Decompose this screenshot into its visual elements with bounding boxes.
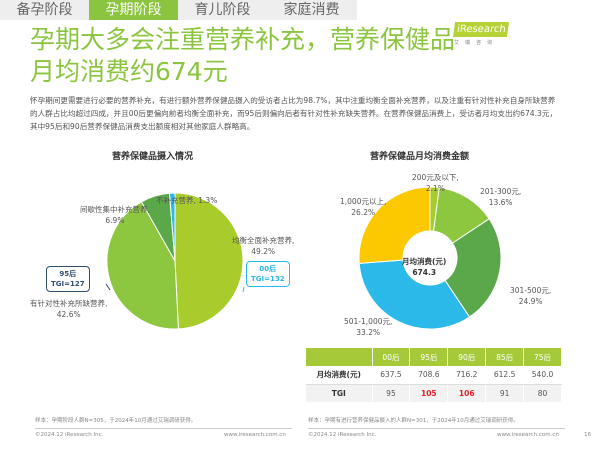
iresearch-logo: iResearch 艾瑞咨询	[450, 22, 512, 52]
pie-slice-1	[106, 201, 179, 330]
tgi-table: 00后 95后 90后 85后 75后 月均消费(元) 637.5 708.6 716.2 61…	[306, 348, 562, 402]
divider	[35, 428, 292, 429]
donut-slice-4	[358, 186, 431, 264]
logo-sub: 艾瑞咨询	[454, 40, 499, 46]
label-slice-2: 间歇性集中补充营养, 6.9%	[80, 205, 150, 225]
callout-95: 95后 TGI=127	[46, 266, 90, 292]
pie-slice-3	[168, 192, 176, 262]
divider	[308, 428, 565, 429]
table-row: 月均消费(元) 637.5 708.6 716.2 612.5 540.0	[306, 366, 562, 385]
tab-3[interactable]: 家庭消费	[283, 2, 340, 18]
chart1-title: 营养保健品摄入情况	[112, 152, 194, 162]
stage-tabs: 备孕阶段 孕期阶段 育儿阶段 家庭消费	[0, 0, 357, 20]
tab-2[interactable]: 育儿阶段	[194, 2, 251, 18]
label-d-2: 301-500元, 24.9%	[510, 286, 552, 306]
donut-slice-2	[444, 218, 502, 318]
footer-url: www.iresearch.com.cn	[497, 432, 559, 438]
tab-1[interactable]: 孕期阶段	[89, 0, 178, 20]
description: 怀孕期间更需要进行必要的营养补充，有进行额外营养保健品摄入的受访者占比为98.7…	[30, 96, 558, 131]
label-d-4: 1,000元以上, 26.2%	[340, 197, 387, 217]
table-row: TGI 95 105 106 91 80	[306, 384, 562, 402]
copyright: ©2024.12 iResearch Inc.	[35, 432, 104, 438]
page-title: 孕期大多会注重营养补充，营养保健品月均消费约674元	[30, 25, 456, 86]
page-number: 16	[584, 432, 591, 438]
tab-0[interactable]: 备孕阶段	[16, 2, 73, 18]
donut-center: 月均消费(元) 674.3	[402, 257, 447, 277]
label-d-0: 200元及以下, 2.1%	[412, 173, 459, 193]
callout-pointer	[105, 283, 111, 291]
note-left: 样本：孕期阶段人群N=305，于2024年10月通过艾瑞调研获得。	[35, 418, 197, 424]
label-slice-0: 均衡全面补充营养, 49.2%	[232, 236, 295, 256]
donut-slice-3	[358, 259, 471, 330]
chart2-title: 营养保健品月均消费金额	[370, 152, 470, 162]
label-slice-3: 不补充营养, 1.3%	[156, 196, 218, 205]
pie-slice-0	[174, 192, 244, 330]
footer-url: www.iresearch.com.cn	[224, 432, 286, 438]
note-right: 样本：孕期有进行营养保健品摄入的人群N=301，于2024年10月通过艾瑞调研获…	[308, 418, 519, 424]
callout-00: 00后 TGI=132	[246, 261, 290, 287]
callout-pointer	[242, 286, 245, 293]
label-slice-1: 有针对性补充所缺营养, 42.6%	[30, 299, 108, 319]
label-d-3: 501-1,000元, 33.2%	[344, 317, 393, 337]
label-d-1: 201-300元, 13.6%	[480, 187, 522, 207]
copyright: ©2024.12 iResearch Inc.	[308, 432, 377, 438]
table-header: 00后 95后 90后 85后 75后	[306, 348, 562, 366]
